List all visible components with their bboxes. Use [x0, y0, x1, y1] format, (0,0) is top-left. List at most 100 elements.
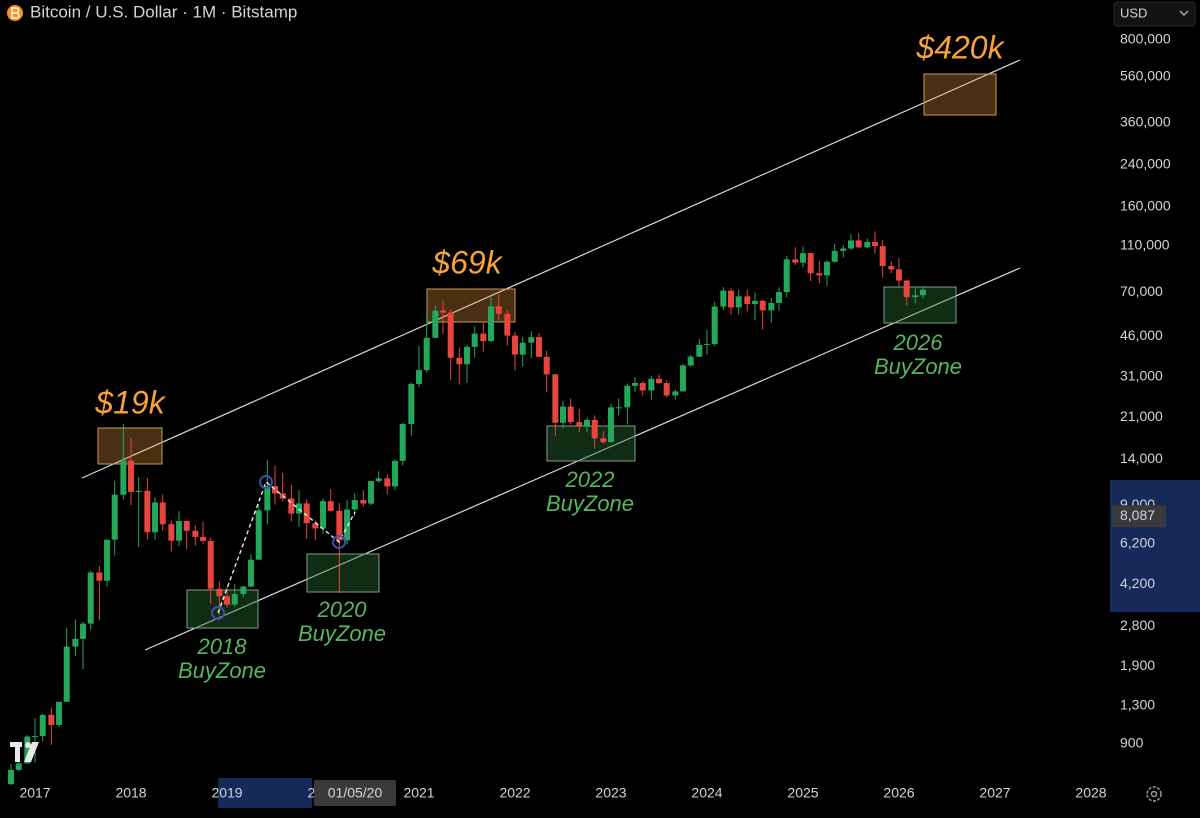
candle-body [680, 365, 687, 392]
candle-body [128, 460, 135, 492]
candle-body [15, 763, 22, 770]
candle-body [608, 407, 615, 443]
x-tick-label: 2027 [979, 785, 1010, 801]
candle-body [336, 510, 343, 541]
candle-body [87, 572, 94, 624]
buy-zone-label: 2020 [317, 597, 368, 622]
candle-body [752, 300, 759, 304]
candle-body [536, 337, 543, 357]
candle-body [576, 422, 583, 426]
candle-body [207, 540, 214, 589]
candle-body [807, 253, 814, 274]
candle-body [375, 478, 382, 482]
candle-body [216, 588, 223, 597]
candle-body [368, 481, 375, 504]
candle-body [360, 500, 367, 504]
logo-part [25, 742, 31, 748]
candle-body [768, 302, 775, 311]
x-tick-label: 2017 [19, 785, 50, 801]
candle-body [248, 559, 255, 587]
candle-body [32, 736, 39, 738]
y-tick-label: 800,000 [1120, 31, 1171, 47]
y-tick-label: 560,000 [1120, 68, 1171, 84]
candle-body [735, 296, 742, 308]
crosshair-date-box [314, 780, 396, 806]
candle-body [423, 337, 430, 371]
candle-body [312, 523, 319, 529]
currency-button[interactable] [1113, 1, 1196, 27]
candle-body [656, 378, 663, 384]
gear-outer[interactable] [1146, 786, 1162, 802]
candle-body [176, 520, 183, 541]
candle-body [615, 407, 622, 409]
candle-body [704, 344, 711, 346]
buy-zone-label: BuyZone [546, 491, 634, 516]
candle-body [456, 357, 463, 365]
candle-body [231, 594, 238, 605]
candle-body [192, 530, 199, 537]
candle-body [111, 494, 118, 540]
candle-body [39, 714, 46, 737]
candle-body [855, 240, 862, 248]
crosshair-price-label: 8,087 [1120, 507, 1155, 523]
candle-body [816, 273, 823, 276]
channel-top [81, 59, 1021, 479]
y-tick-label: 46,000 [1120, 327, 1163, 343]
gear-inner[interactable] [1150, 790, 1158, 798]
annotation: $19k [94, 384, 166, 420]
x-tick-label: 2025 [787, 785, 818, 801]
y-tick-label: 70,000 [1120, 283, 1163, 299]
annotations: $19k $69k $420k 2018 BuyZone 2020 BuyZon… [94, 29, 1005, 682]
dropdown-chevron[interactable] [1179, 10, 1189, 16]
candle-body [183, 520, 190, 531]
channel-bottom [144, 267, 1021, 651]
candle-body [224, 596, 231, 605]
y-tick-label: 110,000 [1120, 236, 1170, 252]
buy-zone-label: 2022 [565, 467, 615, 492]
candle-body [432, 310, 439, 338]
candle-body [792, 259, 799, 263]
candle-body [104, 539, 111, 581]
candle-body [696, 344, 703, 357]
candle-body [759, 300, 766, 311]
candle-body [320, 501, 327, 529]
candle-body [591, 419, 598, 439]
currency-label[interactable]: USD [1120, 5, 1147, 20]
annotation: $420k [915, 29, 1005, 65]
candle-body [488, 306, 495, 342]
path-sketch [211, 475, 356, 620]
candle-body [495, 306, 502, 314]
candle-body [864, 241, 871, 248]
logo-part [15, 742, 20, 762]
axes: 9001,3001,9002,8004,2006,2009,00014,0002… [19, 31, 1171, 806]
candle-body [912, 295, 919, 298]
y-tick-label: 160,000 [1120, 198, 1171, 214]
candle-body [96, 572, 103, 581]
candle-body [255, 510, 262, 560]
buy-zone-label: 2018 [197, 634, 248, 659]
y-tick-label: 2,800 [1120, 617, 1155, 633]
candle-body [848, 240, 855, 249]
candle-body [303, 503, 310, 524]
candle-body [600, 438, 607, 443]
candle-body [720, 290, 727, 307]
top-zone [97, 427, 163, 465]
candle-body [744, 296, 751, 304]
x-tick-label: 2026 [883, 785, 914, 801]
chart-title: Bitcoin / U.S. Dollar · 1M · Bitstamp [30, 2, 297, 21]
candle-body [824, 261, 831, 276]
candle-body [80, 623, 87, 639]
buy-zone-label: BuyZone [298, 621, 386, 646]
candle-body [560, 406, 567, 423]
candle-body [240, 586, 247, 595]
candle-body [896, 269, 903, 281]
buy-zone-box [546, 425, 636, 462]
candle-body [296, 503, 303, 514]
settings-button[interactable] [1146, 786, 1162, 802]
crosshair-date-label: 01/05/20 [328, 785, 383, 801]
candle-body [480, 333, 487, 342]
candle-body [351, 500, 358, 510]
y-tick-label: 240,000 [1120, 156, 1171, 172]
candle-body [416, 370, 423, 384]
